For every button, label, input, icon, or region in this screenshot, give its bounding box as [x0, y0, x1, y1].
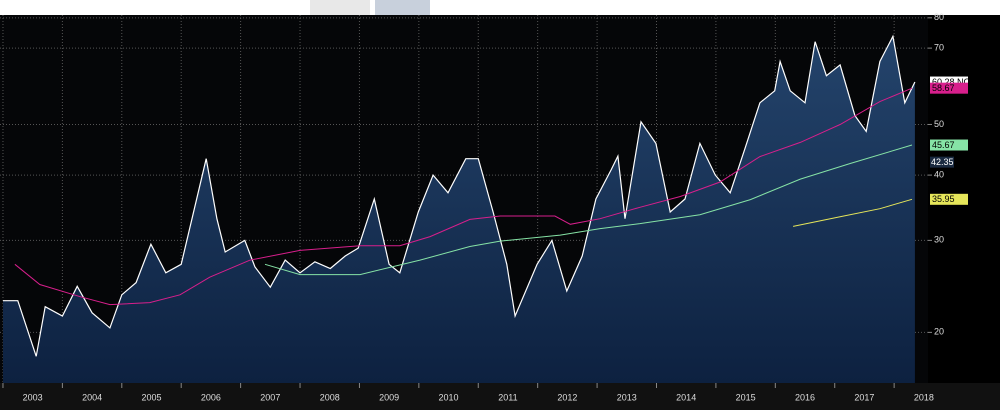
line: [3, 34, 916, 357]
marks: [3, 34, 916, 384]
x-tick-label: 2008: [320, 392, 340, 402]
x-tick-label: 2003: [23, 392, 43, 402]
labels: 2003 2004 2005 2006 2007 2008 2009 2010 2011 2012…: [2, 12, 971, 402]
x-tick-label: 2006: [201, 392, 221, 402]
last-value-label: 58.67: [932, 83, 955, 93]
y-tick-label: 70: [934, 42, 944, 52]
x-tick-label: 2005: [141, 392, 161, 402]
last-value-label: 35.95: [932, 194, 955, 204]
y-tick-label: 30: [934, 235, 944, 245]
tab: [375, 0, 430, 15]
y-tick-label: 40: [934, 169, 944, 179]
last-value-tag: [930, 139, 968, 151]
last-value-label: 45.67: [932, 140, 955, 150]
x-tick-label: 2016: [795, 392, 815, 402]
x-tick-label: 2012: [557, 392, 577, 402]
annotation-label: 42.35: [931, 157, 954, 167]
x-tick-label: 2017: [854, 392, 874, 402]
tab: [310, 0, 370, 15]
x-tick-label: 2013: [617, 392, 637, 402]
line: [264, 144, 913, 276]
annotation-tag: [930, 156, 954, 168]
y-tick-label: 80: [934, 12, 944, 22]
line: [14, 87, 913, 306]
x-tick-label: 2014: [676, 392, 696, 402]
area: [3, 36, 915, 384]
x-tick-label: 2004: [82, 392, 102, 402]
line: [792, 198, 913, 227]
x-axis-area: [0, 383, 1000, 410]
x-tick-label: 2018: [914, 392, 934, 402]
x-tick-label: 2011: [498, 392, 517, 402]
x-tick-label: 2007: [260, 392, 280, 402]
last-value-label: 60.28 NO: [932, 77, 971, 87]
y-tick-label: 50: [934, 119, 944, 129]
last-value-tag: [930, 76, 968, 88]
y-tick-label: 20: [934, 327, 944, 337]
top-band: [0, 0, 1000, 15]
x-tick-label: 2009: [379, 392, 399, 402]
x-tick-label: 2015: [736, 392, 756, 402]
x-tick-label: 2010: [439, 392, 459, 402]
last-value-tag: [930, 193, 968, 205]
last-value-tag: [930, 82, 968, 94]
